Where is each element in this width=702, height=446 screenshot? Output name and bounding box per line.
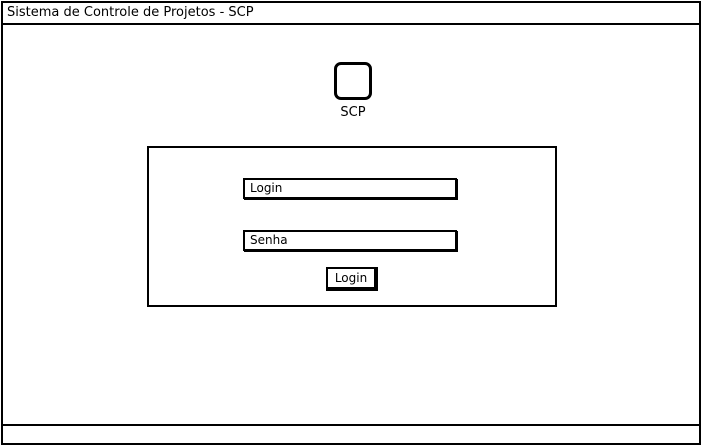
status-bar xyxy=(3,424,699,443)
login-input[interactable] xyxy=(243,178,457,199)
app-logo-label: SCP xyxy=(340,105,366,120)
password-input[interactable] xyxy=(243,230,457,251)
login-button[interactable]: Login xyxy=(326,267,378,291)
login-panel: Login xyxy=(147,146,557,307)
app-logo-icon xyxy=(334,62,372,100)
window-title: Sistema de Controle de Projetos - SCP xyxy=(3,3,699,25)
